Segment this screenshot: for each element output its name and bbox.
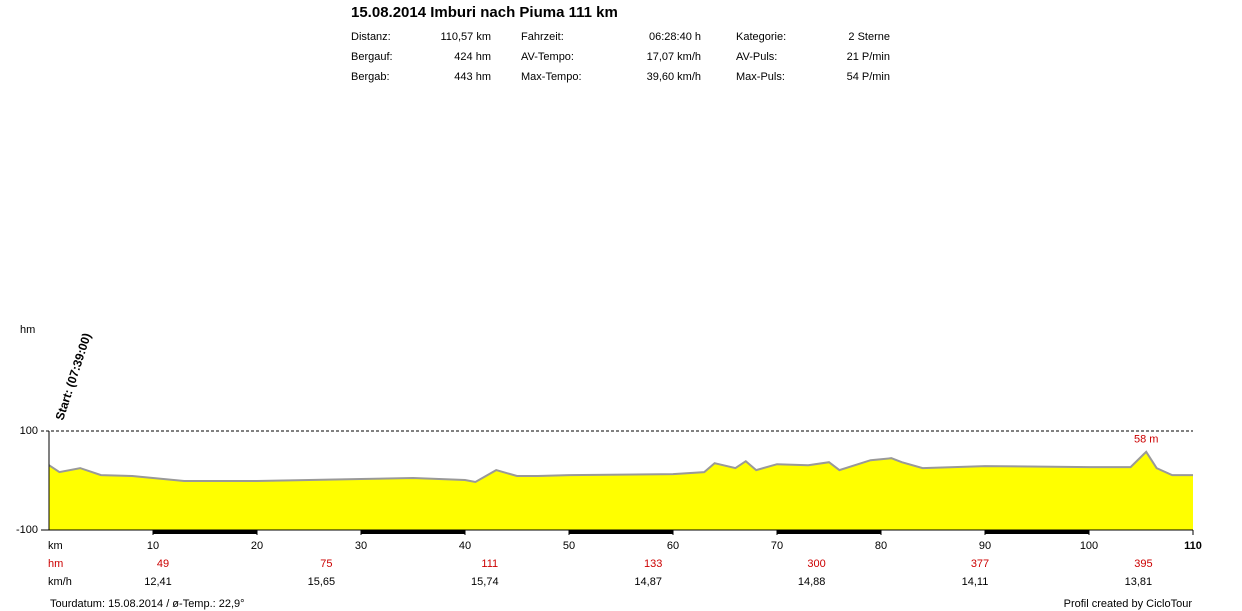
stat-label: Distanz: <box>351 31 391 43</box>
y-tick-label: -100 <box>16 524 38 536</box>
climb-value: 133 <box>644 558 662 570</box>
start-label: Start: (07:39:00) <box>53 331 94 422</box>
stat-label: Bergab: <box>351 71 390 83</box>
x-axis-label: km <box>48 540 63 552</box>
speed-value: 14,87 <box>634 576 662 588</box>
climb-value: 49 <box>157 558 169 570</box>
speed-value: 12,41 <box>144 576 172 588</box>
x-tick-label: 90 <box>979 540 991 552</box>
footer-left: Tourdatum: 15.08.2014 / ø-Temp.: 22,9° <box>50 598 245 610</box>
stat-label: Bergauf: <box>351 51 393 63</box>
climb-value: 395 <box>1134 558 1152 570</box>
speed-value: 13,81 <box>1125 576 1153 588</box>
x-tick-label: 100 <box>1080 540 1098 552</box>
stat-label: Max-Puls: <box>736 71 785 83</box>
speed-row-label: km/h <box>48 576 72 588</box>
speed-value: 15,74 <box>471 576 499 588</box>
stat-value: 2 Sterne <box>848 31 890 43</box>
stat-label: AV-Puls: <box>736 51 777 63</box>
max-label: 58 m <box>1134 434 1158 446</box>
elevation-line <box>48 450 1193 484</box>
x-tick-label: 10 <box>147 540 159 552</box>
stat-value: 17,07 km/h <box>647 51 701 63</box>
x-axis-band <box>777 530 881 534</box>
x-tick-label: 40 <box>459 540 471 552</box>
footer-right: Profil created by CicloTour <box>1064 598 1193 610</box>
speed-value: 15,65 <box>308 576 336 588</box>
y-axis-label: hm <box>20 324 35 336</box>
x-tick-label: 50 <box>563 540 575 552</box>
x-tick-label: 30 <box>355 540 367 552</box>
speed-value: 14,88 <box>798 576 826 588</box>
x-tick-label: 70 <box>771 540 783 552</box>
climb-value: 377 <box>971 558 989 570</box>
x-axis-band <box>153 530 257 534</box>
climb-value: 300 <box>807 558 825 570</box>
climb-value: 75 <box>320 558 332 570</box>
x-tick-label: 80 <box>875 540 887 552</box>
x-axis-band <box>569 530 673 534</box>
stat-value: 06:28:40 h <box>649 31 701 43</box>
stat-value: 443 hm <box>454 71 491 83</box>
stat-value: 39,60 km/h <box>647 71 701 83</box>
stat-value: 54 P/min <box>847 71 890 83</box>
stat-label: Fahrzeit: <box>521 31 564 43</box>
x-tick-label: 60 <box>667 540 679 552</box>
climb-value: 111 <box>481 558 498 570</box>
title: 15.08.2014 Imburi nach Piuma 111 km <box>351 4 618 21</box>
stat-label: Max-Tempo: <box>521 71 582 83</box>
y-tick-label: 100 <box>20 425 38 437</box>
stat-value: 424 hm <box>454 51 491 63</box>
speed-value: 14,11 <box>962 576 989 588</box>
x-axis-band <box>985 530 1089 534</box>
x-axis-band <box>361 530 465 534</box>
stat-value: 21 P/min <box>847 51 890 63</box>
x-tick-label: 110 <box>1184 540 1202 552</box>
stat-label: AV-Tempo: <box>521 51 574 63</box>
stat-label: Kategorie: <box>736 31 786 43</box>
stat-value: 110,57 km <box>440 31 491 43</box>
climb-row-label: hm <box>48 558 63 570</box>
x-tick-label: 20 <box>251 540 263 552</box>
elevation-area <box>49 451 1193 530</box>
